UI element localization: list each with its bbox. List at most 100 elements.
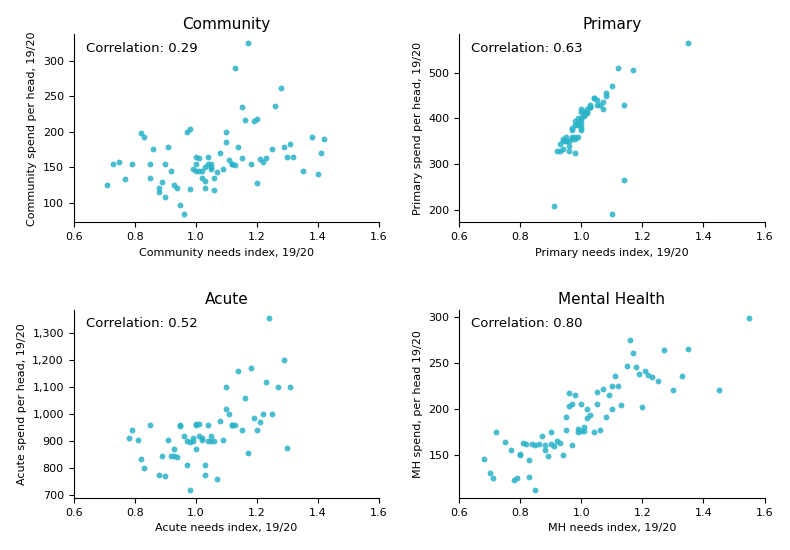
Point	[198, 163, 211, 172]
Point	[636, 403, 649, 411]
Point	[584, 102, 596, 111]
Point	[241, 449, 254, 458]
Point	[581, 404, 594, 413]
Point	[581, 108, 594, 117]
Point	[605, 82, 618, 91]
Point	[523, 456, 536, 465]
Point	[618, 100, 630, 109]
Point	[275, 84, 288, 92]
Point	[618, 176, 630, 185]
Point	[190, 419, 202, 428]
X-axis label: Primary needs index, 19/20: Primary needs index, 19/20	[535, 248, 689, 257]
Point	[198, 461, 211, 470]
Point	[190, 420, 202, 429]
Point	[171, 453, 184, 461]
Point	[562, 388, 575, 397]
Point	[223, 156, 235, 164]
Point	[544, 427, 557, 436]
Point	[214, 148, 227, 157]
Point	[232, 367, 245, 376]
Point	[284, 383, 297, 392]
Point	[198, 184, 211, 192]
Point	[743, 314, 755, 323]
Text: Correlation: 0.29: Correlation: 0.29	[86, 42, 198, 55]
Point	[578, 422, 591, 431]
Point	[239, 394, 251, 403]
Point	[156, 452, 168, 460]
Point	[281, 152, 294, 161]
Point	[590, 100, 603, 109]
Point	[639, 366, 652, 375]
Point	[226, 160, 239, 168]
Point	[514, 451, 527, 460]
Point	[520, 440, 532, 449]
Point	[572, 114, 585, 123]
Point	[284, 140, 297, 148]
Point	[544, 440, 557, 449]
Point	[152, 188, 165, 196]
Point	[144, 420, 156, 429]
Point	[590, 388, 603, 397]
Point	[575, 400, 588, 409]
Point	[566, 125, 578, 134]
Point	[190, 152, 202, 161]
Point	[201, 152, 214, 161]
Point	[235, 426, 248, 434]
Point	[627, 349, 640, 358]
Point	[584, 102, 596, 111]
Point	[235, 103, 248, 112]
Point	[590, 96, 603, 104]
Point	[575, 125, 588, 134]
Point	[235, 153, 248, 162]
Point	[239, 116, 251, 124]
Point	[517, 438, 529, 447]
Point	[627, 66, 640, 75]
X-axis label: Community needs index, 19/20: Community needs index, 19/20	[139, 248, 314, 257]
Point	[572, 119, 585, 128]
Title: Acute: Acute	[205, 293, 248, 307]
Point	[260, 153, 273, 162]
Point	[220, 138, 232, 147]
Point	[477, 455, 490, 464]
Point	[205, 431, 217, 440]
Point	[265, 410, 278, 419]
Point	[587, 427, 600, 436]
Point	[278, 356, 291, 365]
Point	[152, 184, 165, 192]
Point	[587, 94, 600, 102]
Point	[229, 161, 242, 169]
Point	[162, 143, 175, 152]
Point	[559, 412, 572, 421]
Point	[566, 133, 578, 141]
Point	[559, 137, 572, 146]
Point	[217, 435, 230, 444]
Point	[226, 420, 239, 429]
Point	[575, 117, 588, 125]
Point	[575, 114, 588, 123]
Point	[144, 173, 156, 182]
Point	[177, 210, 190, 218]
Point	[596, 385, 609, 394]
Point	[174, 420, 186, 429]
Point	[562, 402, 575, 410]
Point	[584, 100, 596, 109]
Point	[642, 370, 655, 379]
Point	[186, 437, 199, 446]
Point	[569, 121, 581, 130]
Point	[572, 427, 585, 436]
Point	[205, 164, 217, 173]
Point	[587, 94, 600, 102]
Point	[593, 100, 606, 109]
Point	[314, 148, 327, 157]
Point	[511, 473, 524, 482]
Point	[168, 180, 181, 189]
Point	[584, 411, 596, 420]
Point	[183, 485, 196, 494]
Point	[551, 146, 563, 155]
Point	[159, 160, 171, 168]
Point	[581, 105, 594, 114]
Point	[562, 146, 575, 155]
Point	[569, 135, 581, 144]
Point	[144, 160, 156, 168]
Point	[575, 121, 588, 130]
